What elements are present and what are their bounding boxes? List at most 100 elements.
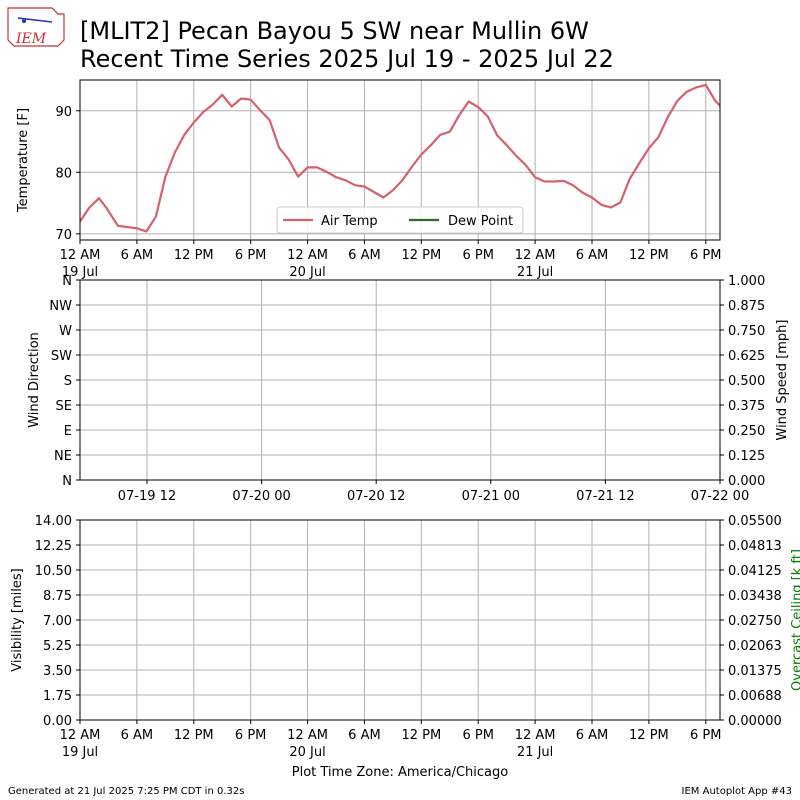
temperature-ytick-label: 80 bbox=[55, 166, 72, 181]
temperature-axes-frame bbox=[79, 79, 721, 241]
wind-speed-ytick-label: 0.625 bbox=[728, 349, 765, 364]
ceiling-ytick-label: 0.01375 bbox=[728, 664, 782, 679]
visibility-ytick-label: 7.00 bbox=[43, 614, 72, 629]
visibility-gridlines bbox=[79, 519, 720, 721]
app-footer: IEM Autoplot App #43 bbox=[682, 786, 792, 797]
temperature-legend: Air Temp Dew Point bbox=[276, 206, 524, 234]
visibility-xtick-label: 6 AM bbox=[348, 728, 381, 743]
visibility-xtick-label: 12 AM bbox=[515, 728, 556, 743]
visibility-xtick-day-label: 20 Jul bbox=[289, 745, 325, 760]
temperature-ytick-label: 90 bbox=[55, 105, 72, 120]
visibility-xtick-label: 12 PM bbox=[174, 728, 214, 743]
temperature-xtick-label: 12 PM bbox=[401, 248, 441, 263]
wind-xtick-label: 07-21 00 bbox=[462, 489, 520, 504]
visibility-ylabel: Visibility [miles] bbox=[10, 568, 25, 671]
ceiling-ylabel: Overcast Ceiling [k ft] bbox=[790, 549, 800, 691]
visibility-ytick-label: 0.00 bbox=[43, 714, 72, 729]
wind-speed-ytick-label: 1.000 bbox=[728, 274, 765, 289]
temperature-xtick-label: 12 AM bbox=[60, 248, 101, 263]
wind-speed-ytick-label: 0.750 bbox=[728, 324, 765, 339]
visibility-ytick-label: 12.25 bbox=[35, 539, 72, 554]
wind-xticks: 07-19 12 07-20 00 07-20 12 07-21 00 07-21 12… bbox=[118, 480, 749, 504]
wind-speed-ytick-label: 0.500 bbox=[728, 374, 765, 389]
wind-speed-yticks: 0.000 0.125 0.250 0.375 0.500 0.625 0.750 0.875… bbox=[720, 274, 765, 489]
temperature-xtick-label: 12 AM bbox=[287, 248, 328, 263]
logo-text: IEM bbox=[15, 31, 47, 47]
wind-speed-ytick-label: 0.250 bbox=[728, 424, 765, 439]
chart-title-line2: Recent Time Series 2025 Jul 19 - 2025 Ju… bbox=[80, 45, 614, 73]
wind-speed-ytick-label: 0.375 bbox=[728, 399, 765, 414]
visibility-ytick-label: 8.75 bbox=[43, 589, 72, 604]
wind-direction-ytick-label: W bbox=[59, 324, 72, 339]
temperature-panel: 70 80 90 12 AM 19 Jul 6 AM 12 PM 6 PM 12 AM 20 J… bbox=[16, 79, 722, 280]
temperature-xtick-label: 6 PM bbox=[235, 248, 266, 263]
visibility-panel: 0.001.753.505.257.008.7510.5012.2514.00 … bbox=[10, 514, 800, 760]
ceiling-ytick-label: 0.03438 bbox=[728, 589, 782, 604]
visibility-ytick-label: 10.50 bbox=[35, 564, 72, 579]
legend-box bbox=[276, 206, 524, 234]
visibility-yticks: 0.00 1.75 3.50 5.25 7.00 8.75 10.50 12.25 14.00 bbox=[35, 514, 80, 729]
visibility-xtick-label: 6 PM bbox=[235, 728, 266, 743]
visibility-ytick-label: 14.00 bbox=[35, 514, 72, 529]
visibility-xtick-label: 6 AM bbox=[576, 728, 609, 743]
temperature-xtick-label: 6 PM bbox=[462, 248, 493, 263]
wind-speed-ytick-label: 0.125 bbox=[728, 449, 765, 464]
temperature-xtick-label: 12 PM bbox=[174, 248, 214, 263]
temperature-xtick-day-label: 20 Jul bbox=[289, 265, 325, 280]
visibility-ytick-label: 3.50 bbox=[43, 664, 72, 679]
iowa-outline-icon bbox=[7, 7, 65, 47]
temperature-xtick-label: 6 AM bbox=[348, 248, 381, 263]
legend-dew-point-label: Dew Point bbox=[448, 214, 513, 229]
wind-direction-ytick-label: SW bbox=[51, 349, 72, 364]
chart-title-line1: [MLIT2] Pecan Bayou 5 SW near Mullin 6W bbox=[80, 17, 589, 45]
temperature-xtick-label: 6 PM bbox=[690, 248, 721, 263]
visibility-xtick-label: 6 AM bbox=[121, 728, 154, 743]
wind-speed-ytick-label: 0.000 bbox=[728, 474, 765, 489]
ceiling-ytick-label: 0.02063 bbox=[728, 639, 782, 654]
wind-direction-ytick-label: S bbox=[64, 374, 72, 389]
visibility-ytick-label: 1.75 bbox=[43, 689, 72, 704]
ceiling-ytick-label: 0.00688 bbox=[728, 689, 782, 704]
temperature-xtick-label: 12 AM bbox=[515, 248, 556, 263]
wind-direction-ylabel: Wind Direction bbox=[27, 332, 42, 428]
visibility-xtick-day-label: 21 Jul bbox=[517, 745, 553, 760]
ceiling-ytick-label: 0.04813 bbox=[728, 539, 782, 554]
legend-air-temp-label: Air Temp bbox=[321, 214, 378, 229]
iem-logo: IEM bbox=[7, 7, 65, 47]
air-temp-series-line bbox=[79, 83, 721, 233]
visibility-xtick-label: 12 AM bbox=[60, 728, 101, 743]
temperature-yticks: 70 80 90 bbox=[55, 105, 80, 243]
wind-direction-ytick-label: NE bbox=[54, 449, 72, 464]
wind-speed-ytick-label: 0.875 bbox=[728, 299, 765, 314]
temperature-ylabel: Temperature [F] bbox=[16, 108, 31, 213]
visibility-xtick-label: 12 AM bbox=[287, 728, 328, 743]
ceiling-ytick-label: 0.05500 bbox=[728, 514, 782, 529]
wind-gridlines bbox=[80, 279, 721, 481]
wind-xtick-label: 07-21 12 bbox=[576, 489, 634, 504]
wind-direction-ytick-label: E bbox=[64, 424, 72, 439]
wind-xtick-label: 07-19 12 bbox=[118, 489, 176, 504]
wind-direction-ytick-label: N bbox=[62, 474, 72, 489]
logo-line-icon bbox=[17, 17, 53, 23]
wind-direction-ytick-label: SE bbox=[56, 399, 72, 414]
visibility-xtick-label: 12 PM bbox=[401, 728, 441, 743]
wind-xtick-label: 07-20 12 bbox=[347, 489, 405, 504]
temperature-xtick-label: 6 AM bbox=[576, 248, 609, 263]
wind-xtick-label: 07-20 00 bbox=[232, 489, 290, 504]
ceiling-ytick-label: 0.02750 bbox=[728, 614, 782, 629]
ceiling-yticks: 0.00000 0.00688 0.01375 0.02063 0.02750 0.034… bbox=[720, 514, 782, 729]
visibility-xtick-label: 6 PM bbox=[462, 728, 493, 743]
temperature-xticks: 12 AM 19 Jul 6 AM 12 PM 6 PM 12 AM 20 Jul 6 AM 1… bbox=[60, 240, 722, 280]
wind-direction-ytick-label: N bbox=[62, 274, 72, 289]
visibility-xtick-day-label: 19 Jul bbox=[62, 745, 98, 760]
ceiling-ytick-label: 0.00000 bbox=[728, 714, 782, 729]
wind-xtick-label: 07-22 00 bbox=[691, 489, 749, 504]
temperature-xtick-day-label: 21 Jul bbox=[517, 265, 553, 280]
visibility-xtick-label: 12 PM bbox=[629, 728, 669, 743]
temperature-xtick-label: 6 AM bbox=[121, 248, 154, 263]
logo-dot-icon bbox=[22, 19, 26, 23]
temperature-ytick-label: 70 bbox=[55, 228, 72, 243]
visibility-ytick-label: 5.25 bbox=[43, 639, 72, 654]
